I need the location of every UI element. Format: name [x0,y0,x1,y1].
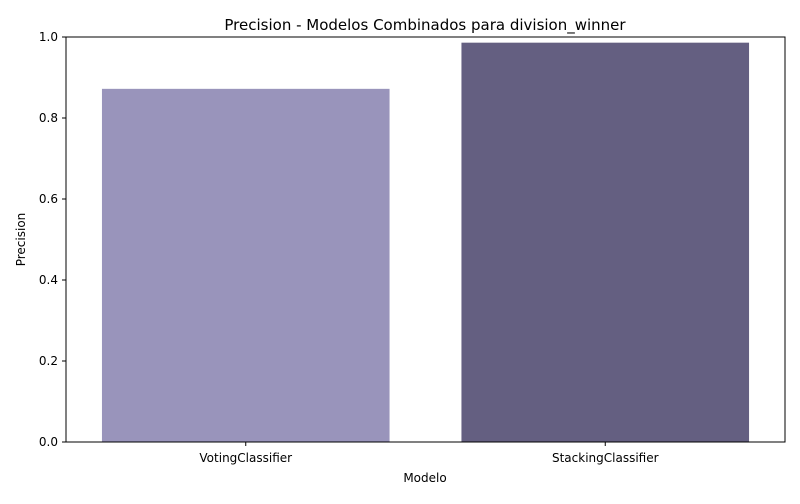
y-axis-label: Precision [14,213,28,267]
y-tick-label: 0.0 [39,435,58,449]
bar-votingclassifier [101,88,390,442]
plot-frame [65,36,786,443]
x-tick-label: VotingClassifier [199,451,292,465]
y-tick-label: 0.2 [39,354,58,368]
bars-layer [101,42,750,443]
x-axis-label: Modelo [403,471,446,485]
chart-title: Precision - Modelos Combinados para divi… [224,16,626,35]
bar-stackingclassifier [461,42,750,443]
y-tick-label: 0.6 [39,192,58,206]
y-tick-label: 1.0 [39,30,58,44]
x-tick-label: StackingClassifier [552,451,659,465]
x-axis-ticks: VotingClassifier StackingClassifier [199,442,659,465]
y-tick-label: 0.8 [39,111,58,125]
y-tick-label: 0.4 [39,273,58,287]
y-axis-ticks: 0.0 0.2 0.4 0.6 0.8 1.0 [39,30,66,449]
